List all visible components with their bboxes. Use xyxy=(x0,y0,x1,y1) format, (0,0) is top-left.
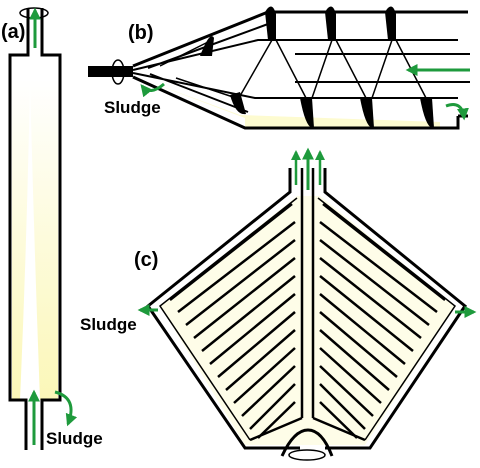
shaft-rotation-icon xyxy=(111,59,125,85)
panel-b-label: (b) xyxy=(128,22,154,44)
drive-housing xyxy=(280,428,334,457)
drive-rotation-icon xyxy=(288,449,326,461)
panel-c: (c) Sludge xyxy=(80,147,477,461)
panel-c-sludge-fill xyxy=(160,196,455,445)
central-tube xyxy=(249,168,366,442)
panel-a: (a) Sludge xyxy=(1,7,103,450)
panel-a-label: (a) xyxy=(1,21,25,43)
panel-b-sludge-label: Sludge xyxy=(104,98,161,117)
sludge-discharge-arrow xyxy=(54,390,78,427)
panel-b-sludge-fill xyxy=(150,82,440,128)
panel-b-feed-tube xyxy=(295,53,470,83)
panel-a-sludge-label: Sludge xyxy=(46,429,103,448)
panel-a-sludge-fill xyxy=(12,80,58,400)
sludge-discharge-arrow-b xyxy=(140,82,165,98)
disc-stack-left xyxy=(169,203,296,439)
panel-a-column-outline xyxy=(8,8,62,450)
panel-b: (b) Sludge xyxy=(88,6,470,130)
panel-b-inner-conveyor xyxy=(132,23,458,113)
liquid-discharge-arrow xyxy=(445,103,469,121)
disc-stack-right xyxy=(319,203,446,439)
panel-c-sludge-label: Sludge xyxy=(80,315,137,334)
shaft xyxy=(88,66,133,77)
bowl-inner-outline xyxy=(158,197,457,441)
panel-c-label: (c) xyxy=(134,249,158,271)
helix-lines xyxy=(159,39,427,99)
